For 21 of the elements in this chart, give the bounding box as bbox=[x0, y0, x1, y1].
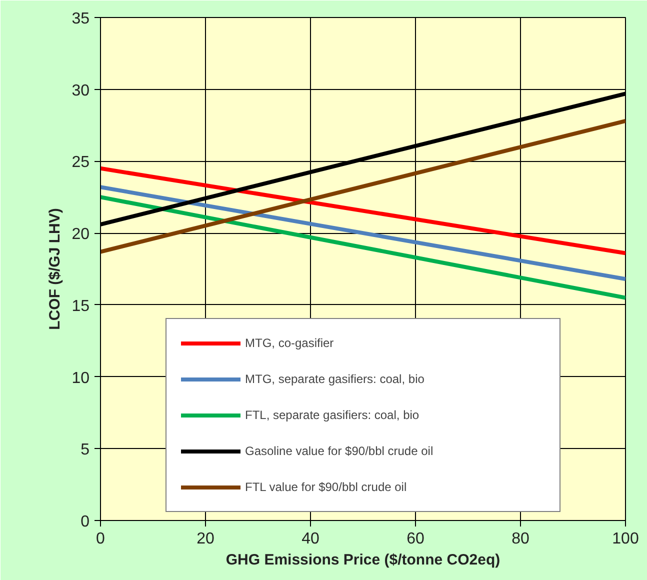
y-tick-label: 20 bbox=[72, 226, 90, 244]
legend-label: MTG, separate gasifiers: coal, bio bbox=[245, 372, 426, 386]
legend-label: Gasoline value for $90/bbl crude oil bbox=[245, 444, 434, 458]
x-tick-label: 40 bbox=[302, 530, 320, 548]
x-tick-label: 60 bbox=[406, 530, 424, 548]
x-tick-label: 100 bbox=[612, 530, 639, 548]
y-axis-title: LCOF ($/GJ LHV) bbox=[46, 208, 64, 330]
y-tick-label: 35 bbox=[72, 10, 90, 28]
y-tick-label: 5 bbox=[80, 442, 90, 459]
legend-label: MTG, co-gasifier bbox=[245, 336, 335, 350]
x-tick-label: 0 bbox=[96, 530, 106, 548]
x-axis-title: GHG Emissions Price ($/tonne CO2eq) bbox=[226, 552, 500, 568]
y-tick-label: 10 bbox=[72, 370, 90, 387]
x-tick-label: 20 bbox=[196, 530, 214, 548]
y-tick-label: 0 bbox=[80, 514, 90, 530]
y-tick-label: 30 bbox=[72, 82, 90, 100]
legend-label: FTL, separate gasifiers: coal, bio bbox=[245, 408, 420, 422]
legend-label: FTL value for $90/bbl crude oil bbox=[245, 480, 408, 494]
x-tick-label: 80 bbox=[512, 530, 530, 548]
y-tick-label: 15 bbox=[72, 298, 90, 315]
y-tick-label: 25 bbox=[72, 154, 90, 172]
